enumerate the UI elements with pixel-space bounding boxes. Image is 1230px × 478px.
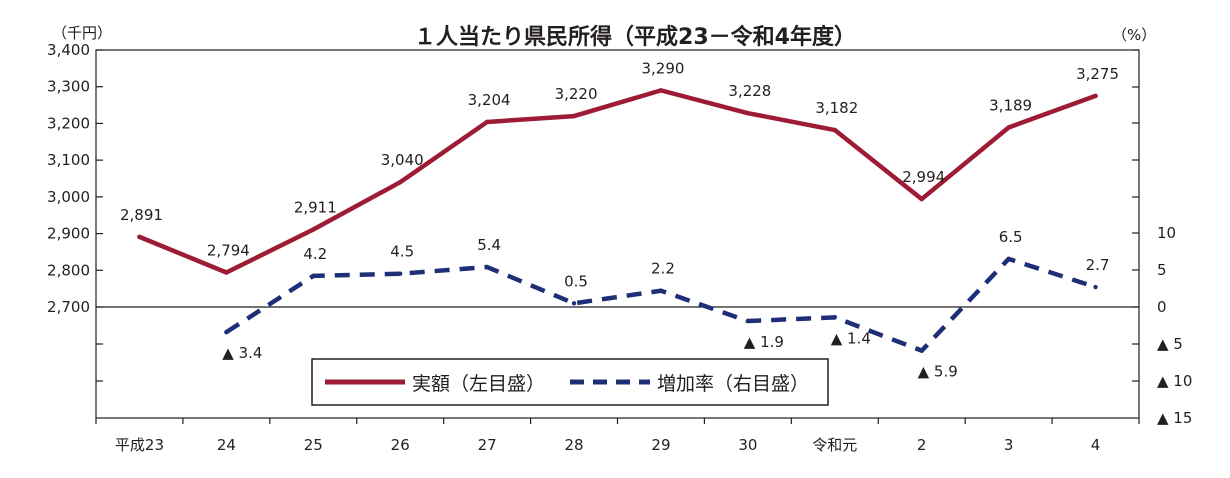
growth-data-label: 4.2 [303, 245, 327, 263]
growth-point [1093, 284, 1098, 290]
right-axis-tick-label: ▲ 10 [1157, 372, 1192, 390]
growth-data-label: 0.5 [564, 272, 588, 290]
right-axis-tick-label: 10 [1157, 224, 1176, 242]
amount-data-label: 3,220 [555, 85, 598, 103]
right-axis-unit: （%） [1112, 26, 1156, 44]
amount-point [658, 88, 664, 93]
amount-point [484, 119, 490, 125]
x-axis-category-label: 27 [478, 436, 497, 454]
growth-data-label: 2.2 [651, 260, 675, 278]
amount-point [398, 179, 403, 185]
growth-data-label: 4.5 [390, 243, 414, 261]
left-axis-tick-label: 3,300 [47, 78, 90, 96]
legend-label-growth: 増加率（右目盛） [657, 373, 809, 395]
amount-data-label: 2,794 [207, 241, 250, 259]
right-axis-tick-label: 0 [1157, 298, 1167, 316]
left-axis-unit: （千円） [52, 24, 112, 42]
amount-data-label: 3,182 [815, 99, 858, 117]
growth-data-label: ▲ 3.4 [222, 344, 262, 362]
axes-layer: 2,700 2,800 2,900 3,000 3,100 3,200 3,300 3,400… [47, 41, 1192, 454]
legend: 実額（左目盛） 増加率（右目盛） [311, 358, 829, 406]
left-axis-tick-label: 2,800 [47, 261, 90, 279]
growth-point [398, 271, 403, 276]
growth-point [832, 315, 837, 320]
growth-point [745, 318, 751, 324]
amount-data-label: 3,189 [989, 96, 1032, 114]
growth-point [919, 348, 924, 353]
amount-point [137, 234, 142, 240]
right-axis-tick-label: ▲ 5 [1157, 335, 1183, 353]
x-axis-category-label: 29 [651, 436, 670, 454]
x-axis-category-label: 25 [304, 436, 323, 454]
growth-point [658, 288, 664, 293]
chart-title: １人当たり県民所得（平成23－令和4年度） [414, 24, 856, 50]
left-axis-tick-label: 2,700 [47, 298, 90, 316]
left-axis-tick-label: 3,400 [47, 41, 90, 59]
x-axis-category-label: 28 [564, 436, 583, 454]
amount-data-label: 2,994 [902, 168, 945, 186]
data-labels-layer: 2,891 2,794 2,911 3,040 3,204 3,220 3,290 3,228… [120, 59, 1119, 380]
growth-data-label: 6.5 [999, 228, 1023, 246]
amount-data-label: 3,275 [1076, 65, 1119, 83]
amount-data-label: 3,228 [728, 82, 771, 100]
series-line-amount [137, 88, 1098, 275]
growth-data-label: ▲ 5.9 [918, 363, 958, 381]
left-axis-tick-label: 3,100 [47, 151, 90, 169]
growth-point [224, 329, 229, 335]
growth-data-label: 2.7 [1086, 256, 1110, 274]
amount-data-label: 2,911 [294, 199, 337, 217]
right-axis-tick-label: 5 [1157, 261, 1167, 279]
amount-point [832, 127, 837, 133]
x-axis-category-label: 3 [1004, 436, 1014, 454]
x-axis-category-label: 令和元 [812, 436, 857, 454]
x-axis-category-label: 2 [917, 436, 927, 454]
amount-point [311, 227, 316, 232]
amount-point [1006, 125, 1011, 130]
amount-point [745, 110, 751, 116]
amount-point [919, 196, 924, 202]
x-axis-category-label: 26 [391, 436, 410, 454]
x-axis-category-label: 24 [217, 436, 236, 454]
growth-point [484, 264, 490, 270]
growth-point [571, 301, 577, 306]
growth-data-label: ▲ 1.9 [744, 333, 784, 351]
amount-point [224, 270, 229, 275]
right-axis-tick-label: ▲ 15 [1157, 409, 1192, 427]
amount-data-label: 3,040 [381, 151, 424, 169]
growth-data-label: 5.4 [477, 236, 501, 254]
amount-point [1093, 93, 1098, 99]
amount-data-label: 3,204 [468, 91, 511, 109]
legend-label-amount: 実額（左目盛） [412, 373, 545, 395]
series-layer [137, 88, 1098, 353]
amount-point [571, 113, 577, 119]
x-axis-category-label: 30 [738, 436, 757, 454]
growth-data-label: ▲ 1.4 [831, 329, 871, 347]
growth-point [1006, 256, 1011, 262]
x-axis-category-label: 平成23 [115, 436, 164, 454]
left-axis-tick-label: 2,900 [47, 225, 90, 243]
amount-data-label: 2,891 [120, 206, 163, 224]
growth-point [311, 273, 316, 279]
x-axis-category-label: 4 [1091, 436, 1101, 454]
amount-data-label: 3,290 [641, 59, 684, 77]
left-axis-tick-label: 3,200 [47, 114, 90, 132]
left-axis-tick-label: 3,000 [47, 188, 90, 206]
